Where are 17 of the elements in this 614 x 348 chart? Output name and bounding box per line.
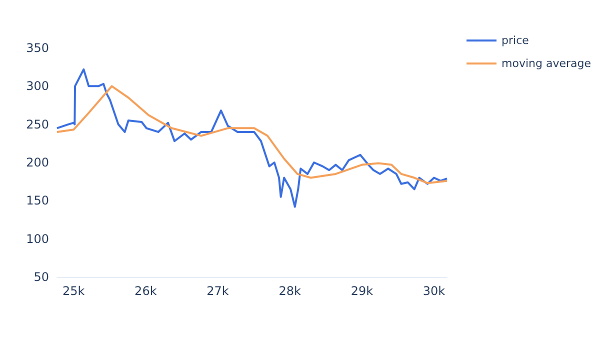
legend-label: moving average <box>502 57 592 70</box>
y-tick-label: 300 <box>26 79 49 94</box>
y-tick-label: 200 <box>26 156 49 170</box>
line-series <box>56 85 448 184</box>
legend-label: price <box>502 34 530 47</box>
line-series <box>56 68 448 208</box>
y-tick-label: 50 <box>34 270 49 284</box>
x-tick-label: 25k <box>62 284 85 298</box>
y-tick-label: 250 <box>26 117 49 132</box>
y-tick-label: 150 <box>26 194 49 208</box>
x-tick-label: 26k <box>134 284 157 298</box>
x-tick-label: 27k <box>206 284 229 298</box>
x-tick-label: 28k <box>278 284 302 298</box>
y-tick-label: 350 <box>26 41 49 55</box>
x-tick-label: 30k <box>422 284 446 298</box>
x-tick-label: 29k <box>350 284 374 298</box>
y-tick-label: 100 <box>26 232 49 246</box>
